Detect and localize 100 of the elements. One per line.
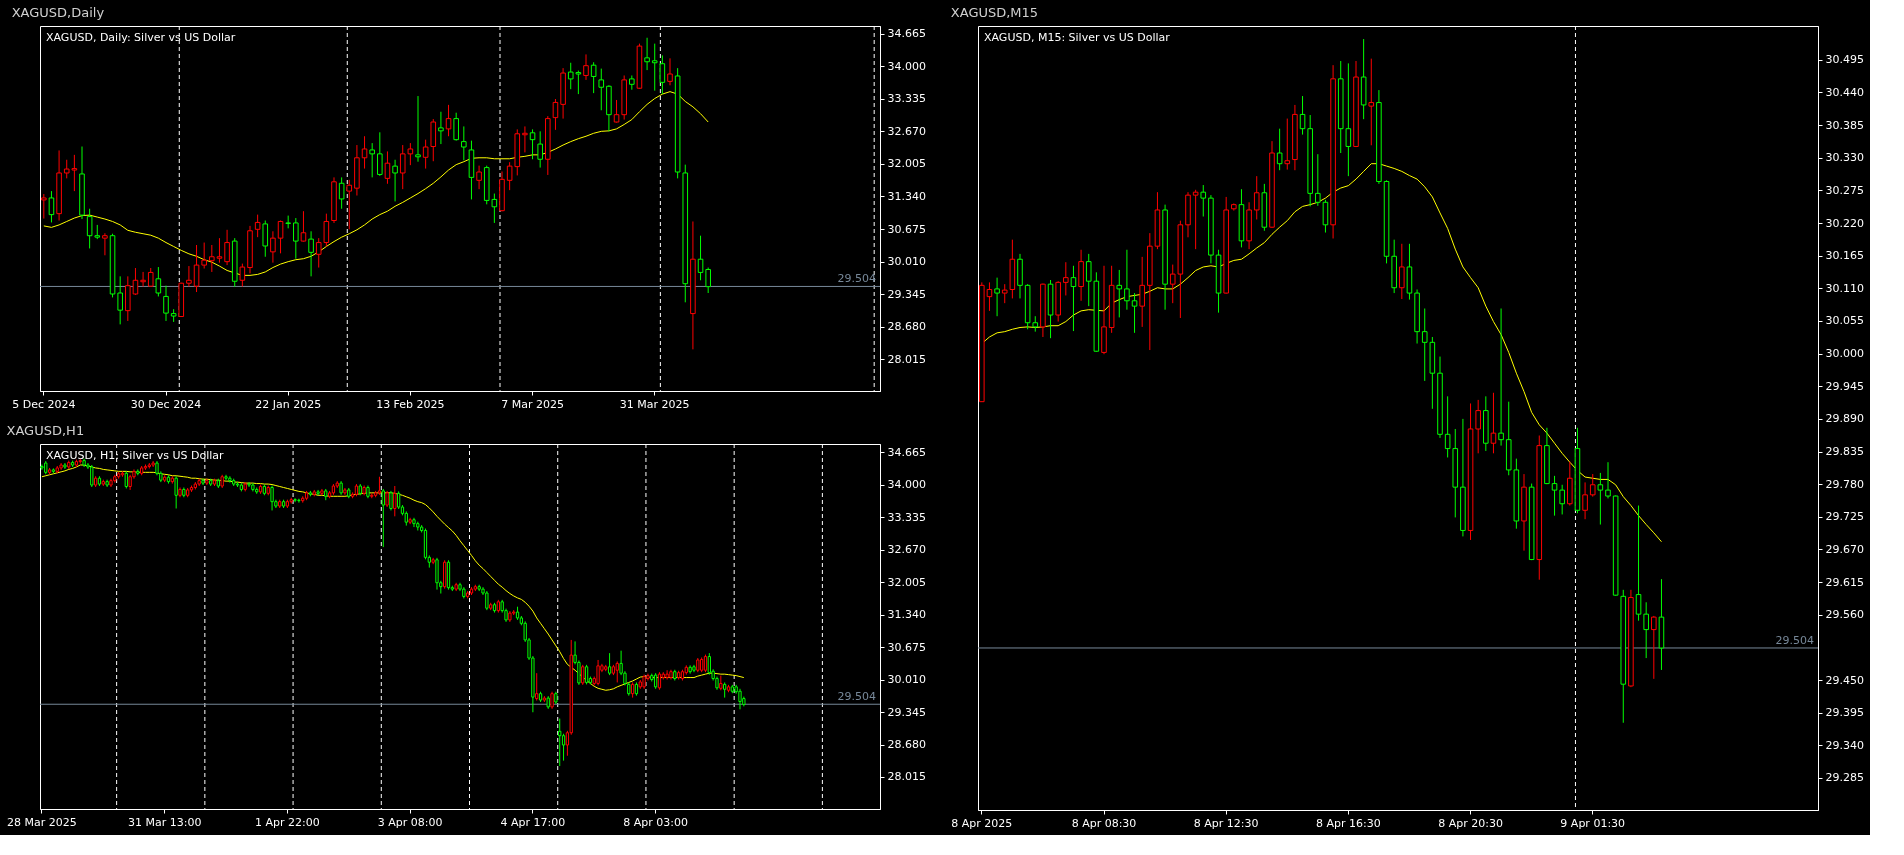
candlestick [561,733,566,762]
y-tick-label: 29.835 [1825,445,1864,459]
candlestick [665,669,669,681]
candlestick [485,590,489,611]
x-tick-label: 22 Jan 2025 [255,397,322,411]
candlestick [415,95,421,163]
y-tick-label: 30.010 [887,255,926,269]
candlestick [581,664,585,686]
ref-line-label: 29.504 [837,272,876,286]
candlestick [1070,265,1077,332]
y-tick-label: 30.275 [1825,183,1864,197]
y-tick-label: 29.340 [1825,738,1864,752]
candlestick [1551,475,1558,517]
y-tick-label: 30.010 [887,673,926,687]
candlestick [209,244,215,273]
y-tick-label: 29.395 [1825,706,1864,720]
y-tick-label: 30.220 [1825,216,1864,230]
y-tick-label: 29.890 [1825,412,1864,426]
candlestick [583,53,589,81]
candlestick [596,659,600,686]
candlestick [476,165,482,190]
y-tick-label: 28.015 [887,352,926,366]
x-tick-label: 8 Apr 16:30 [1316,816,1381,830]
y-tick-label: 29.615 [1825,575,1864,589]
chart-subtitle: XAGUSD, Daily: Silver vs US Dollar [46,31,236,44]
candlestick [193,244,200,293]
candlestick [453,112,459,142]
candlestick [1643,601,1649,659]
candlestick [392,159,398,202]
candlestick [293,497,297,503]
x-tick-label: 8 Apr 08:30 [1071,816,1137,830]
text: XAGUSD, M15: Silver vs US Dollar [984,31,1171,44]
candlestick [201,242,207,270]
y-tick-label: 30.495 [1825,53,1864,67]
candlestick [644,37,650,71]
y-tick-label: 30.675 [887,222,926,236]
y-tick-label: 29.945 [1825,379,1864,393]
x-tick-label: 8 Apr 03:00 [623,815,688,829]
y-tick-label: 30.675 [887,640,926,654]
candlestick [270,485,274,511]
x-tick-label: 13 Feb 2025 [376,397,445,411]
ref-line-label: 29.504 [1775,633,1814,647]
candlestick [697,235,704,281]
y-tick-label: 30.330 [1825,151,1864,165]
y-tick-label: 29.345 [887,705,926,719]
candlestick [461,125,467,161]
candlestick [994,277,1000,317]
candlestick [1559,484,1565,515]
y-tick-label: 29.345 [887,287,926,301]
candlestick [377,131,383,177]
candlestick [1605,461,1611,499]
y-tick-label: 29.670 [1825,542,1864,556]
candlestick [705,267,711,294]
candlestick [102,232,108,256]
candlestick [558,718,562,767]
y-tick-label: 31.340 [887,190,926,203]
y-tick-label: 30.110 [1825,281,1864,295]
y-tick-label: 34.000 [887,59,926,73]
y-tick-label: 30.000 [1825,347,1864,361]
candlestick [688,664,692,675]
candlestick [590,61,597,94]
candlestick [1139,256,1145,328]
candlestick [738,688,742,710]
x-tick-label: 4 Apr 17:00 [500,815,566,829]
x-tick-label: 3 Apr 08:00 [377,815,443,829]
candlestick [270,230,276,264]
candlestick [48,190,55,223]
candlestick [174,475,178,509]
candlestick [216,237,223,264]
candlestick [277,220,284,254]
candlestick [1582,481,1588,520]
candlestick [369,142,375,178]
candlestick [435,557,439,591]
candlestick [651,43,658,92]
candlestick [361,135,368,170]
candlestick [186,265,192,288]
x-tick-label: 8 Apr 2025 [951,816,1013,830]
chart-subtitle: XAGUSD, H1: Silver vs US Dollar [46,449,225,462]
x-tick-label: 8 Apr 20:30 [1438,816,1503,830]
y-tick-label: 34.000 [887,478,926,492]
y-tick-label: 33.335 [887,92,926,106]
x-tick-label: 5 Dec 2024 [12,397,76,411]
candlestick [1651,615,1657,680]
y-tick-label: 29.780 [1825,477,1864,491]
y-tick-label: 28.680 [887,320,926,334]
candlestick [537,130,543,169]
candlestick [659,54,666,95]
candlestick [445,104,452,137]
candlestick [393,485,397,517]
y-tick-label: 30.440 [1825,85,1864,99]
x-tick-label: 28 Mar 2025 [7,815,77,829]
candlestick [132,267,139,296]
y-tick-label: 32.005 [887,157,926,171]
y-tick-label: 30.385 [1825,118,1864,132]
y-tick-label: 31.340 [887,608,926,622]
candlestick [300,210,307,243]
candlestick [1315,153,1321,207]
x-tick-label: 8 Apr 12:30 [1193,816,1259,830]
candlestick [90,464,94,488]
candlestick [308,230,314,277]
